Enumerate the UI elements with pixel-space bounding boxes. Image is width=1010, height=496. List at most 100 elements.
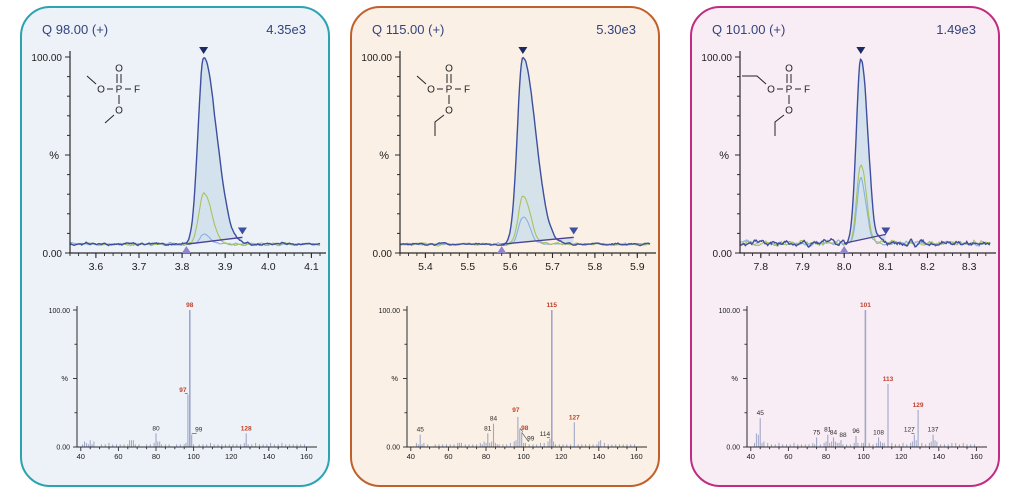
svg-text:127: 127 (904, 427, 915, 434)
svg-text:160: 160 (630, 452, 643, 461)
svg-text:80: 80 (152, 425, 160, 432)
svg-text:84: 84 (830, 429, 838, 436)
chromatogram-plot: 7.8 7.9 8.0 8.1 8.2 8.3 100.00% 0.00 O O P F O (692, 44, 998, 281)
svg-text:101: 101 (860, 302, 871, 309)
svg-text:O: O (445, 106, 453, 117)
svg-text:8.2: 8.2 (920, 261, 935, 273)
svg-text:5.4: 5.4 (418, 261, 433, 273)
svg-text:O: O (785, 106, 793, 117)
svg-text:3.7: 3.7 (132, 261, 147, 273)
quantifier-ion-label: Q 98.00 (+) (42, 22, 109, 37)
svg-text:O: O (767, 85, 775, 96)
svg-text:%: % (61, 374, 68, 383)
svg-text:5.7: 5.7 (545, 261, 560, 273)
svg-text:5.5: 5.5 (460, 261, 475, 273)
svg-text:114: 114 (540, 431, 551, 438)
svg-text:96: 96 (852, 428, 860, 435)
svg-text:100: 100 (517, 452, 530, 461)
svg-text:40: 40 (747, 452, 755, 461)
spectrum-plot: 40 60 80 100 120 140 160 100.00% 0.00 98 97 99 80 128 (22, 300, 328, 472)
svg-text:80: 80 (822, 452, 830, 461)
svg-text:100.00: 100.00 (379, 308, 401, 315)
quantifier-ion-label: Q 115.00 (+) (372, 22, 445, 37)
svg-text:F: F (134, 85, 140, 96)
svg-text:0.00: 0.00 (373, 249, 393, 260)
svg-text:0.00: 0.00 (56, 445, 70, 452)
svg-text:100.00: 100.00 (361, 53, 392, 64)
svg-text:97: 97 (512, 407, 520, 414)
svg-text:97: 97 (179, 387, 187, 394)
svg-text:3.8: 3.8 (175, 261, 190, 273)
svg-text:115: 115 (547, 302, 558, 309)
svg-text:81: 81 (484, 425, 492, 432)
svg-text:3.9: 3.9 (218, 261, 233, 273)
svg-text:100.00: 100.00 (49, 308, 71, 315)
svg-text:%: % (391, 374, 398, 383)
svg-text:O: O (427, 85, 435, 96)
svg-text:F: F (804, 85, 810, 96)
svg-text:100: 100 (857, 452, 870, 461)
svg-text:75: 75 (813, 429, 821, 436)
svg-text:40: 40 (77, 452, 85, 461)
svg-text:120: 120 (555, 452, 568, 461)
svg-text:P: P (786, 85, 793, 96)
svg-text:160: 160 (970, 452, 983, 461)
svg-text:P: P (446, 85, 453, 96)
svg-text:5.8: 5.8 (588, 261, 603, 273)
svg-text:5.9: 5.9 (630, 261, 645, 273)
svg-text:4.1: 4.1 (304, 261, 319, 273)
svg-text:O: O (445, 64, 453, 75)
svg-text:0.00: 0.00 (43, 249, 63, 260)
spectrum-plot: 40 60 80 100 120 140 160 100.00% 0.00 101 113 129 45… (692, 300, 998, 472)
svg-text:128: 128 (241, 425, 252, 432)
panel-q115: Q 115.00 (+) 5.30e3 5.4 5.5 5.6 5.7 5.8 5.9 10… (350, 6, 660, 487)
svg-text:98: 98 (521, 425, 529, 432)
svg-text:60: 60 (444, 452, 452, 461)
panel-q98: Q 98.00 (+) 4.35e3 3.6 3.7 3.8 3.9 4.0 4.1 100… (20, 6, 330, 487)
svg-text:100.00: 100.00 (701, 53, 732, 64)
svg-text:60: 60 (114, 452, 122, 461)
svg-text:%: % (731, 374, 738, 383)
svg-text:137: 137 (928, 427, 939, 434)
svg-text:88: 88 (839, 432, 847, 439)
spectrum-plot: 40 60 80 100 120 140 160 100.00% 0.00 115 97 98 99 84… (352, 300, 658, 472)
intensity-value: 1.49e3 (936, 22, 976, 37)
svg-text:100: 100 (187, 452, 200, 461)
svg-text:99: 99 (195, 427, 203, 434)
svg-text:8.1: 8.1 (878, 261, 893, 273)
svg-text:O: O (97, 85, 105, 96)
svg-text:P: P (116, 85, 123, 96)
svg-text:80: 80 (482, 452, 490, 461)
svg-text:F: F (464, 85, 470, 96)
panel-q101: Q 101.00 (+) 1.49e3 7.8 7.9 8.0 8.1 8.2 8.3 10… (690, 6, 1000, 487)
svg-text:60: 60 (784, 452, 792, 461)
svg-text:100.00: 100.00 (719, 308, 741, 315)
svg-text:4.0: 4.0 (261, 261, 276, 273)
panel-header: Q 115.00 (+) 5.30e3 (372, 22, 636, 37)
svg-text:98: 98 (186, 302, 194, 309)
svg-text:40: 40 (407, 452, 415, 461)
svg-text:45: 45 (757, 410, 765, 417)
svg-text:0.00: 0.00 (713, 249, 733, 260)
svg-text:7.8: 7.8 (753, 261, 768, 273)
svg-text:140: 140 (933, 452, 946, 461)
svg-text:3.6: 3.6 (89, 261, 104, 273)
intensity-value: 4.35e3 (266, 22, 306, 37)
svg-text:0.00: 0.00 (386, 445, 400, 452)
svg-text:O: O (115, 64, 123, 75)
intensity-value: 5.30e3 (596, 22, 636, 37)
svg-text:80: 80 (152, 452, 160, 461)
svg-text:5.6: 5.6 (503, 261, 518, 273)
panel-header: Q 98.00 (+) 4.35e3 (42, 22, 306, 37)
svg-text:0.00: 0.00 (726, 445, 740, 452)
svg-text:O: O (115, 106, 123, 117)
svg-text:99: 99 (527, 435, 535, 442)
svg-text:84: 84 (490, 416, 498, 423)
svg-text:100.00: 100.00 (31, 53, 62, 64)
chromatogram-plot: 3.6 3.7 3.8 3.9 4.0 4.1 100.00% 0.00 O O P F O (22, 44, 328, 281)
quantifier-ion-label: Q 101.00 (+) (712, 22, 786, 37)
svg-text:7.9: 7.9 (795, 261, 810, 273)
svg-text:8.3: 8.3 (962, 261, 977, 273)
svg-text:108: 108 (873, 429, 884, 436)
svg-text:120: 120 (895, 452, 908, 461)
